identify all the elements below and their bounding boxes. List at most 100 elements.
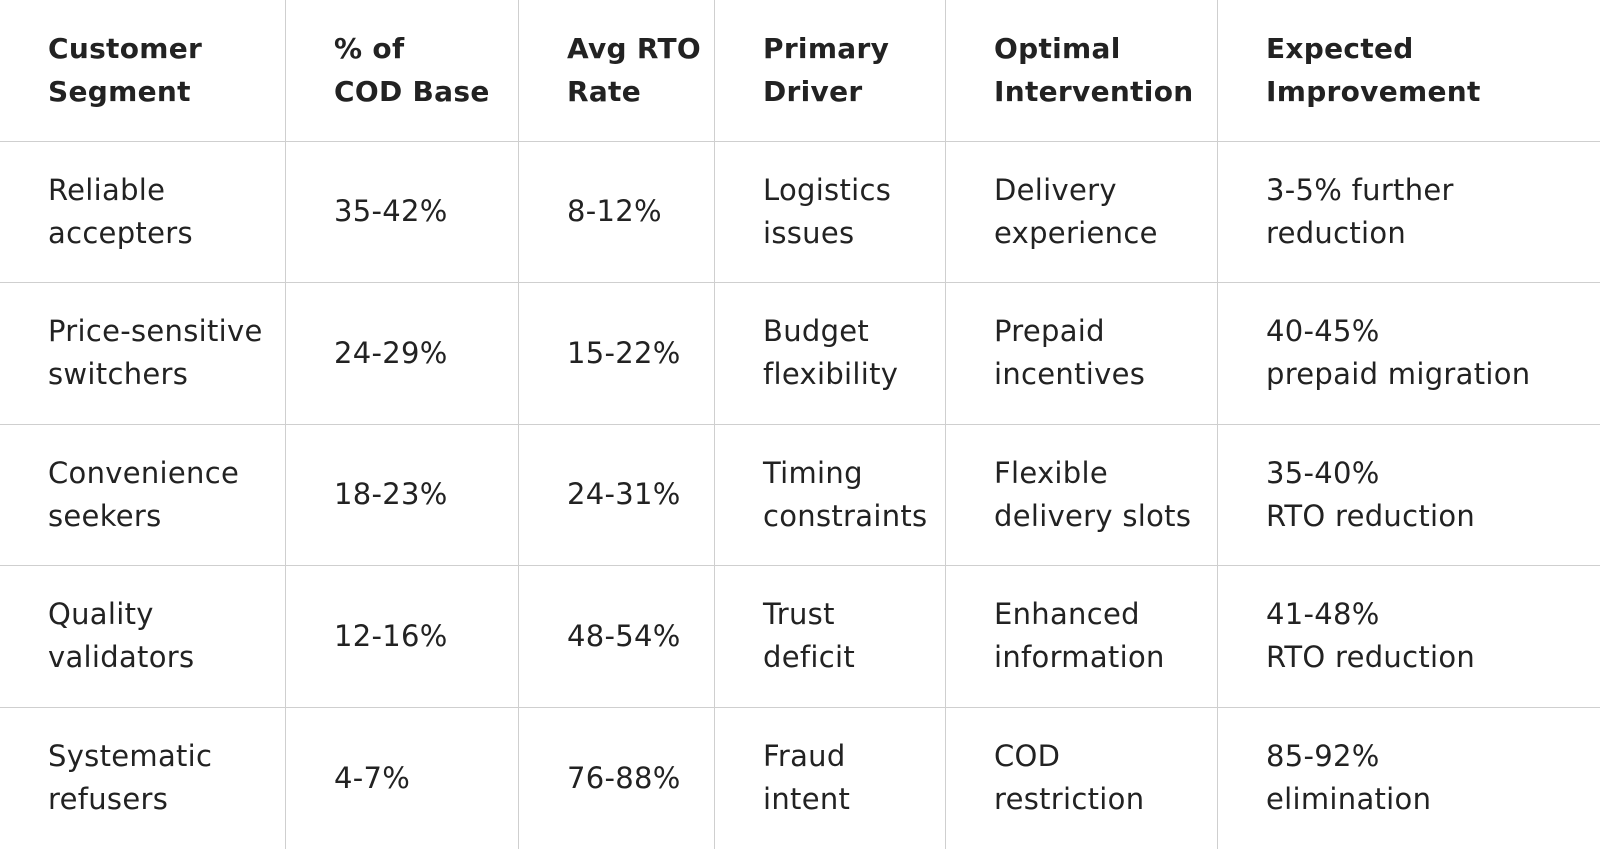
cell-line: Logistics [763,172,892,207]
cell-line: Driver [763,75,863,109]
table-cell: Prepaid incentives [946,283,1218,425]
cell-line: 18-23% [334,477,448,512]
cell-line: constraints [763,498,928,533]
table-cell: Systematic refusers [0,707,286,849]
table-cell: Budget flexibility [715,283,946,425]
table-cell: 41-48% RTO reduction [1218,566,1600,708]
cell-line: flexibility [763,357,899,392]
cell-line: Trust [763,597,835,632]
header-cell: Customer Segment [0,0,286,142]
cell-line: COD Base [334,75,490,109]
cell-line: validators [48,640,195,675]
header-cell: % of COD Base [286,0,519,142]
cell-line: reduction [1266,215,1407,250]
table-cell: Convenience seekers [0,424,286,566]
cell-line: Convenience [48,455,240,490]
table-cell: 76-88% [519,707,715,849]
table-cell: 24-29% [286,283,519,425]
cell-line: 24-29% [334,335,448,370]
cell-line: Delivery [994,172,1117,207]
cell-line: Segment [48,75,191,109]
table-cell: 48-54% [519,566,715,708]
table-cell: Trust deficit [715,566,946,708]
cell-line: 48-54% [567,618,681,653]
cell-line: delivery slots [994,498,1192,533]
cell-line: accepters [48,215,193,250]
table-cell: 35-40% RTO reduction [1218,425,1600,566]
cell-line: 12-16% [334,618,448,653]
table-cell: 40-45% prepaid migration [1218,283,1600,425]
cell-line: Flexible [994,455,1108,490]
cell-line: 3-5% further [1266,172,1454,207]
cell-line: Reliable [48,172,166,207]
cell-line: COD [994,739,1061,774]
cell-line: 24-31% [567,477,681,512]
cell-line: 41-48% [1266,597,1380,632]
header-cell: Avg RTO Rate [519,0,715,142]
table-cell: Reliable accepters [0,141,286,283]
cell-line: information [994,640,1165,675]
table-cell: 35-42% [286,141,519,283]
table-cell: COD restriction [946,707,1218,849]
cell-line: 85-92% [1266,739,1380,774]
cell-line: 4-7% [334,760,411,795]
table-cell: 24-31% [519,424,715,566]
cell-line: 35-40% [1266,455,1380,490]
table-cell: 85-92% elimination [1218,708,1600,849]
header-cell: Primary Driver [715,0,946,142]
table-cell: 18-23% [286,424,519,566]
table-cell: Quality validators [0,566,286,708]
cell-line: Primary [763,32,890,66]
cell-line: Budget [763,314,870,349]
cell-line: Customer [48,32,203,66]
cell-line: 35-42% [334,194,448,229]
cell-line: issues [763,215,855,250]
table-cell: Enhanced information [946,566,1218,708]
cell-line: RTO reduction [1266,640,1476,675]
cell-line: switchers [48,357,189,392]
cell-line: deficit [763,640,855,675]
table-cell: 12-16% [286,566,519,708]
cell-line: Avg RTO [567,32,702,66]
cell-line: Enhanced [994,597,1140,632]
cell-line: % of [334,32,405,66]
cell-line: 76-88% [567,760,681,795]
table-cell: 8-12% [519,141,715,283]
cell-line: incentives [994,357,1146,392]
cell-line: 40-45% [1266,314,1380,349]
table-cell: Fraud intent [715,707,946,849]
cell-line: Quality [48,597,154,632]
cell-line: Price-sensitive [48,314,263,349]
cell-line: intent [763,782,851,817]
header-cell: Optimal Intervention [946,0,1218,142]
table-cell: 3-5% further reduction [1218,142,1600,283]
header-cell: Expected Improvement [1218,0,1600,142]
cell-line: Rate [567,75,642,109]
table-cell: Delivery experience [946,141,1218,283]
cell-line: Intervention [994,75,1194,109]
cell-line: Systematic [48,739,213,774]
cell-line: elimination [1266,782,1432,817]
cell-line: Optimal [994,32,1121,66]
table-cell: Logistics issues [715,141,946,283]
cell-line: Timing [763,455,863,490]
cell-line: RTO reduction [1266,498,1476,533]
cell-line: 8-12% [567,194,662,229]
cell-line: Improvement [1266,75,1481,109]
cell-line: Expected [1266,32,1414,66]
cell-line: 15-22% [567,335,681,370]
table-cell: Timing constraints [715,424,946,566]
cell-line: seekers [48,498,162,533]
cell-line: restriction [994,782,1145,817]
cell-line: Fraud [763,739,846,774]
cell-line: Prepaid [994,314,1105,349]
cell-line: experience [994,215,1158,250]
cell-line: refusers [48,782,169,817]
table-cell: Price-sensitive switchers [0,283,286,425]
table-cell: 4-7% [286,707,519,849]
table-cell: Flexible delivery slots [946,424,1218,566]
cell-line: prepaid migration [1266,357,1531,392]
table-cell: 15-22% [519,283,715,425]
